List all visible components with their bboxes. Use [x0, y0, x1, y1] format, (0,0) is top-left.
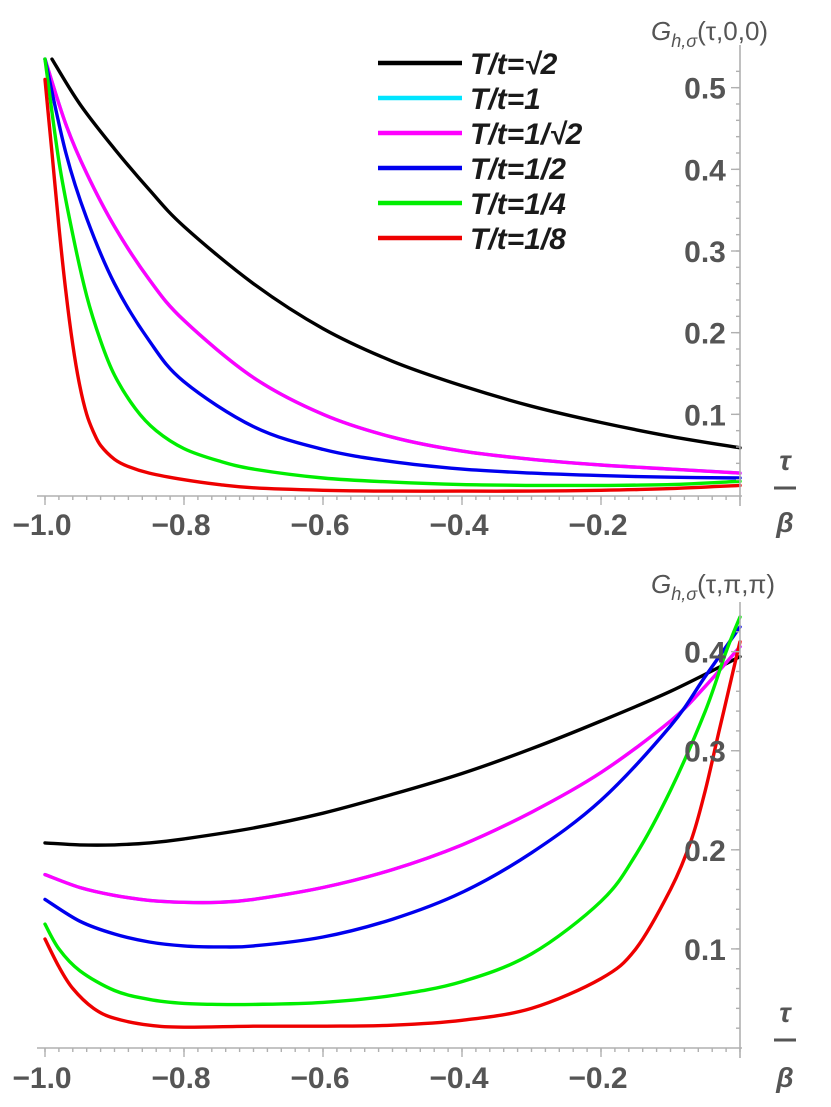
bottom-x-tick-label: −0.2 [568, 1062, 627, 1095]
top-y-axis-title-args: (τ,0,0) [697, 16, 768, 46]
bottom-series-line [43, 640, 742, 1029]
chart-top: −1.0 −0.8 −0.6 −0.4 −0.2 0.1 0.2 0.3 0.4 0.5 Gh,σ… [12, 16, 796, 542]
top-x-tick-label: −0.8 [151, 509, 210, 542]
bottom-y-axis-title-base: G [651, 569, 671, 599]
top-y-tick-label: 0.1 [684, 399, 726, 432]
bottom-y-tick-label: 0.3 [684, 736, 726, 769]
bottom-y-tick-label: 0.4 [684, 637, 726, 670]
top-y-axis-title: Gh,σ(τ,0,0) [651, 16, 768, 51]
bottom-y-axis-title-args: (τ,π,π) [697, 569, 775, 599]
bottom-x-tick-label: −0.8 [151, 1062, 210, 1095]
bottom-series-line [43, 615, 742, 1007]
legend-label: T/t=1/8 [470, 223, 566, 256]
bottom-y-tick-label: 0.2 [684, 835, 726, 868]
bottom-series-line [43, 654, 742, 847]
bottom-x-axis-title: τ β [774, 997, 796, 1093]
top-x-tick-label: −0.2 [568, 509, 627, 542]
top-series-group [43, 57, 742, 493]
top-series-line [43, 77, 742, 493]
top-y-axis-title-base: G [651, 16, 671, 46]
top-x-axis-title: τ β [774, 445, 796, 538]
legend-label: T/t=1/2 [470, 153, 566, 186]
top-series-line [43, 57, 742, 475]
top-y-axis-title-subscript: h,σ [671, 31, 698, 51]
bottom-ticks: −1.0 −0.8 −0.6 −0.4 −0.2 0.1 0.2 0.3 0.4 [12, 631, 741, 1095]
top-x-tick-label: −0.4 [429, 509, 489, 542]
bottom-x-tick-label: −0.4 [429, 1062, 489, 1095]
top-series-line [50, 57, 742, 450]
bottom-y-axis-title-subscript: h,σ [671, 584, 698, 604]
top-y-tick-label: 0.4 [684, 154, 726, 187]
legend-label: T/t=√2 [470, 48, 558, 81]
top-x-axis-title-numerator: τ [779, 445, 792, 476]
top-y-tick-label: 0.5 [684, 73, 726, 106]
bottom-x-axis-title-numerator: τ [779, 997, 792, 1028]
bottom-x-tick-label: −0.6 [290, 1062, 349, 1095]
bottom-y-axis-title: Gh,σ(τ,π,π) [651, 569, 775, 604]
top-series-line [43, 57, 742, 480]
top-y-tick-label: 0.2 [684, 318, 726, 351]
chart-bottom: −1.0 −0.8 −0.6 −0.4 −0.2 0.1 0.2 0.3 0.4 Gh,σ(τ,… [12, 569, 796, 1095]
legend-label: T/t=1 [470, 83, 541, 116]
top-x-axis-title-denominator: β [775, 507, 793, 538]
top-x-tick-label: −1.0 [12, 509, 71, 542]
bottom-series-line [43, 625, 742, 949]
bottom-x-tick-label: −1.0 [12, 1062, 71, 1095]
top-ticks: −1.0 −0.8 −0.6 −0.4 −0.2 0.1 0.2 0.3 0.4 0.5 [12, 70, 741, 542]
legend-label: T/t=1/√2 [470, 118, 583, 151]
bottom-series-line [43, 645, 742, 905]
top-x-tick-label: −0.6 [290, 509, 349, 542]
bottom-y-tick-label: 0.1 [684, 934, 726, 967]
top-y-tick-label: 0.3 [684, 236, 726, 269]
bottom-x-axis-title-denominator: β [775, 1062, 793, 1093]
bottom-series-line [43, 645, 742, 905]
bottom-series-group [43, 615, 742, 1029]
top-legend: T/t=√2T/t=1T/t=1/√2T/t=1/2T/t=1/4T/t=1/8 [378, 48, 583, 256]
top-series-line [43, 57, 742, 488]
legend-label: T/t=1/4 [470, 188, 566, 221]
top-series-line [43, 57, 742, 475]
